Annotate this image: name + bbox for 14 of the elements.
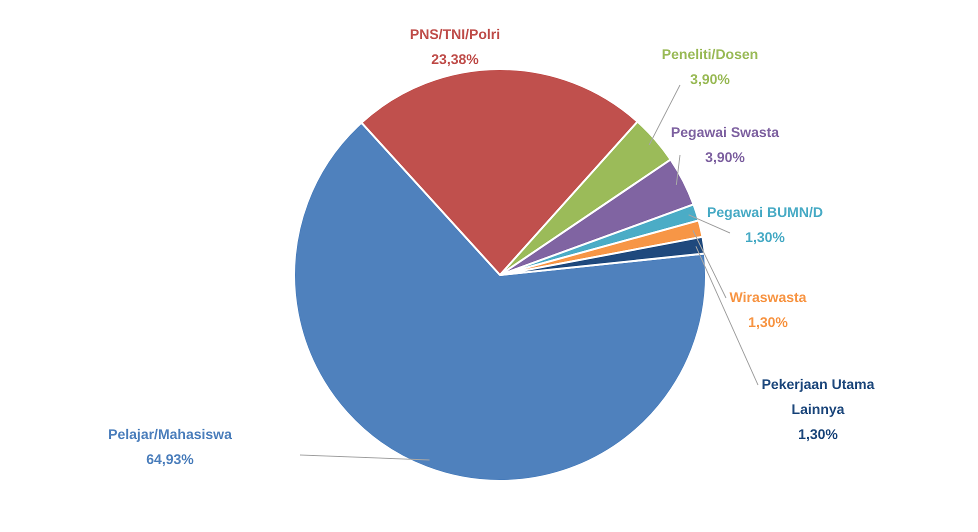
slice-label: Pegawai BUMN/D: [707, 204, 823, 220]
slice-label: Wiraswasta: [730, 288, 807, 305]
slice-label: Peneliti/Dosen: [662, 46, 758, 62]
slice-label: Pelajar/Mahasiswa: [108, 426, 232, 442]
data-label: 1,30%: [748, 314, 788, 330]
data-label: 1,30%: [798, 426, 838, 442]
data-label: 3,90%: [690, 70, 730, 87]
data-label: 64,93%: [146, 450, 194, 467]
slice-label: PNS/TNI/Polri: [410, 26, 500, 42]
data-label: 3,90%: [705, 148, 746, 165]
data-label: 1,30%: [745, 228, 786, 245]
data-label: 23,38%: [431, 50, 480, 67]
slice-label: Pegawai Swasta: [670, 124, 780, 140]
slice-label: Pekerjaan Utama Lainnya: [762, 376, 875, 417]
